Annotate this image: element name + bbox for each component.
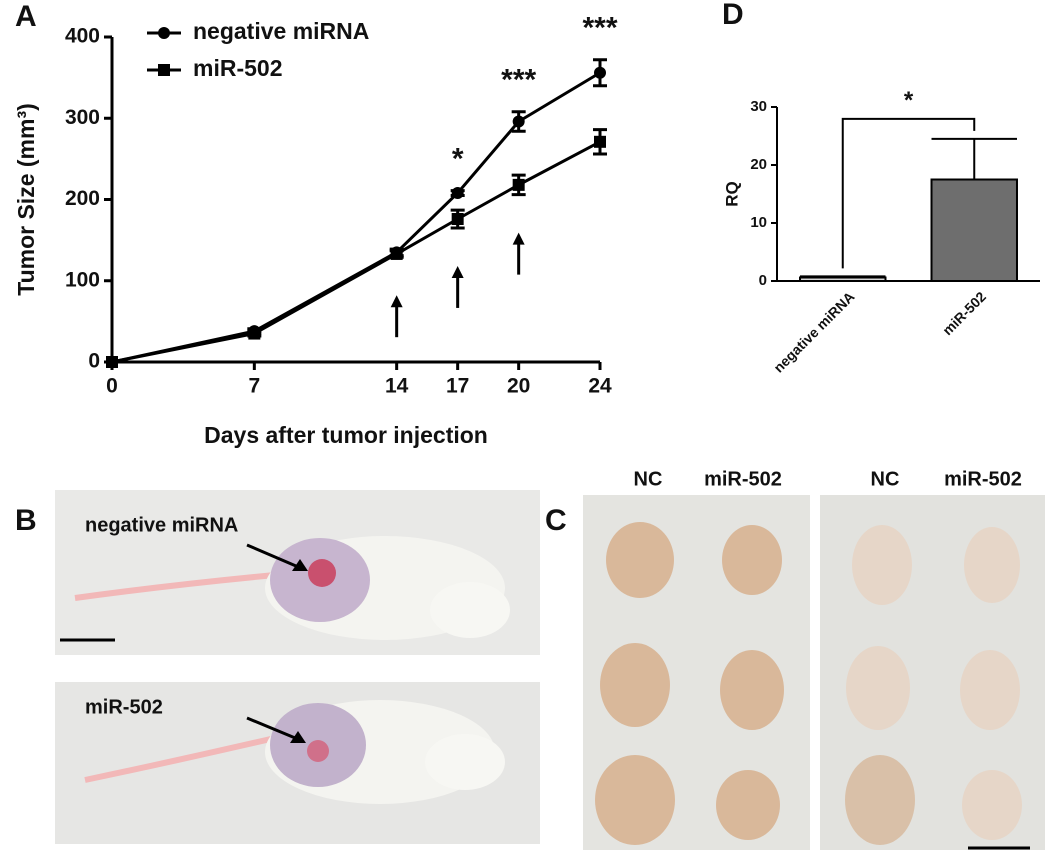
bar [930,178,1018,282]
significance-bracket [841,117,976,269]
column-label: NC [871,468,900,490]
tumor [845,755,915,845]
photo-label: miR-502 [85,696,163,718]
marker [451,213,464,225]
y-axis-label: RQ [722,181,741,207]
tumor [716,770,780,840]
tumor [600,643,670,727]
tumor [307,740,329,762]
y-tick-label: 30 [750,98,767,115]
arrow-head [292,559,308,571]
x-tick-label: 0 [106,375,118,398]
y-tick-label: 0 [88,350,100,373]
x-tick-label: 14 [385,375,409,398]
tumor [962,770,1022,840]
y-tick-label: 0 [759,272,767,289]
x-tick-label: 7 [248,375,260,398]
series-line [111,71,601,364]
column-label: miR-502 [704,468,782,490]
column-label: miR-502 [944,468,1022,490]
y-tick-label: 20 [750,156,767,173]
tumor [720,650,784,730]
mouse-head [425,734,505,790]
photo-label: negative miRNA [85,514,238,536]
error-bar [931,137,1017,180]
marker [106,356,118,368]
tail [74,572,276,601]
panel-label: C [545,504,567,537]
marker [594,135,606,148]
tumor [846,646,910,730]
x-axis-label: Days after tumor injection [204,422,488,448]
panel-label: B [15,504,37,537]
significance-label: *** [501,64,536,97]
significance-label: * [452,142,464,175]
y-tick-label: 200 [65,187,100,210]
significance-label: *** [582,12,617,45]
legend-label: miR-502 [193,55,282,81]
marker [594,66,606,79]
y-axis-label: Tumor Size (mm³) [13,103,39,296]
x-tick-label: miR-502 [939,288,989,338]
legend-label: negative miRNA [193,18,369,44]
y-tick-label: 300 [65,106,100,129]
mouse-head [430,582,510,638]
column-label: NC [634,468,663,490]
x-tick-label: 24 [588,375,612,398]
arrow-head [290,731,306,743]
y-tick-label: 100 [65,268,100,291]
x-tick-label: 20 [507,375,530,398]
tumor [964,527,1020,603]
marker [512,178,525,191]
arrow [246,543,304,571]
tumor [595,755,675,845]
arrow-head [451,265,464,278]
y-tick-label: 400 [65,25,100,48]
marker [158,64,170,76]
photo-c: C NC miR-502 NC miR-502 [545,468,1045,850]
marker [451,187,464,199]
series-line [111,140,601,364]
tumor [852,525,912,605]
marker [158,27,170,39]
y-tick-label: 10 [750,214,767,231]
tumor [960,650,1020,730]
arrow-head [390,295,403,308]
arrow [246,716,301,742]
tumor-group [595,522,1022,845]
tumor [606,522,674,598]
x-tick-label: 17 [446,375,469,398]
arrow-head [512,232,525,245]
x-tick-label: negative miRNA [770,288,857,375]
tail [84,735,276,783]
bar [799,276,887,282]
marker [248,327,261,340]
marker [390,247,403,260]
photo-b: B negative miRNA miR-502 [15,490,540,844]
panel-label: D [722,0,744,31]
tumor [722,525,782,595]
panel-label: A [15,0,37,33]
significance-label: * [904,87,914,114]
marker [512,115,525,128]
tumor [308,559,336,587]
